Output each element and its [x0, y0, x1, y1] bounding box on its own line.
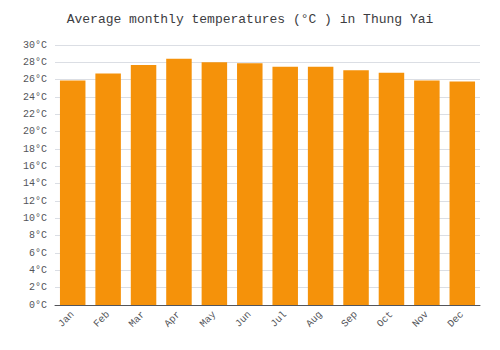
svg-text:Feb: Feb: [92, 309, 112, 329]
svg-text:Jul: Jul: [269, 309, 289, 329]
svg-text:8°C: 8°C: [29, 230, 47, 241]
svg-text:Mar: Mar: [127, 309, 147, 329]
svg-text:Sep: Sep: [339, 309, 359, 329]
svg-text:May: May: [198, 309, 218, 329]
svg-text:Apr: Apr: [162, 309, 182, 329]
svg-text:24°C: 24°C: [23, 92, 47, 103]
svg-text:0°C: 0°C: [29, 300, 47, 311]
svg-text:18°C: 18°C: [23, 144, 47, 155]
svg-text:2°C: 2°C: [29, 282, 47, 293]
svg-text:4°C: 4°C: [29, 265, 47, 276]
svg-text:Oct: Oct: [375, 309, 395, 329]
svg-text:14°C: 14°C: [23, 178, 47, 189]
svg-text:30°C: 30°C: [23, 40, 47, 51]
svg-text:Jan: Jan: [56, 309, 76, 329]
svg-text:Dec: Dec: [446, 309, 466, 329]
svg-text:22°C: 22°C: [23, 109, 47, 120]
svg-text:26°C: 26°C: [23, 74, 47, 85]
svg-text:Nov: Nov: [410, 309, 430, 329]
svg-text:Average monthly temperatures (: Average monthly temperatures (°C ) in Th…: [67, 12, 434, 27]
svg-text:12°C: 12°C: [23, 196, 47, 207]
svg-text:20°C: 20°C: [23, 126, 47, 137]
svg-text:10°C: 10°C: [23, 213, 47, 224]
svg-text:16°C: 16°C: [23, 161, 47, 172]
svg-text:6°C: 6°C: [29, 248, 47, 259]
svg-text:Jun: Jun: [233, 309, 253, 329]
svg-text:Aug: Aug: [304, 309, 324, 329]
svg-text:28°C: 28°C: [23, 57, 47, 68]
